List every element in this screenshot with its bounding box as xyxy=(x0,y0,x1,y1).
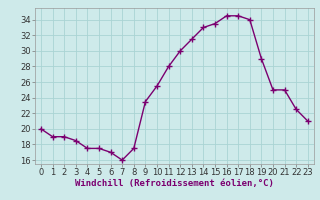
X-axis label: Windchill (Refroidissement éolien,°C): Windchill (Refroidissement éolien,°C) xyxy=(75,179,274,188)
